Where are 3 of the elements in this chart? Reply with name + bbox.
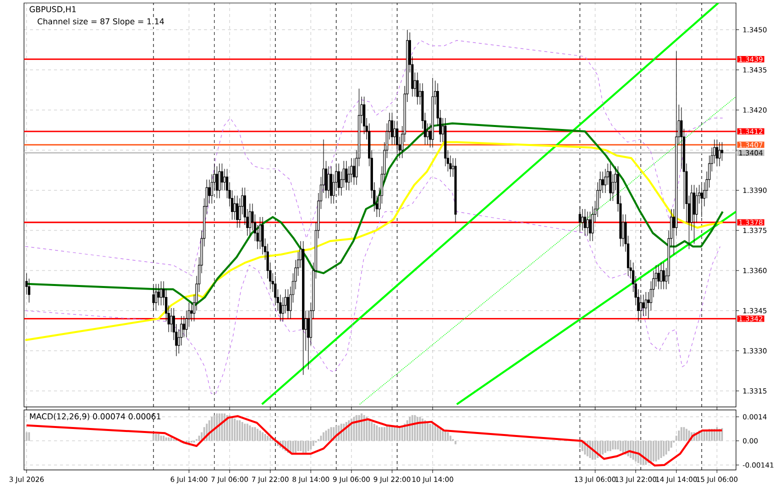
annotation: Channel size = 87 Slope = 1.14	[38, 18, 164, 26]
chart-title: GBPUSD,H1	[30, 6, 76, 14]
chart-title: MACD(12,26,9) 0.00074 0.00061	[30, 413, 160, 420]
